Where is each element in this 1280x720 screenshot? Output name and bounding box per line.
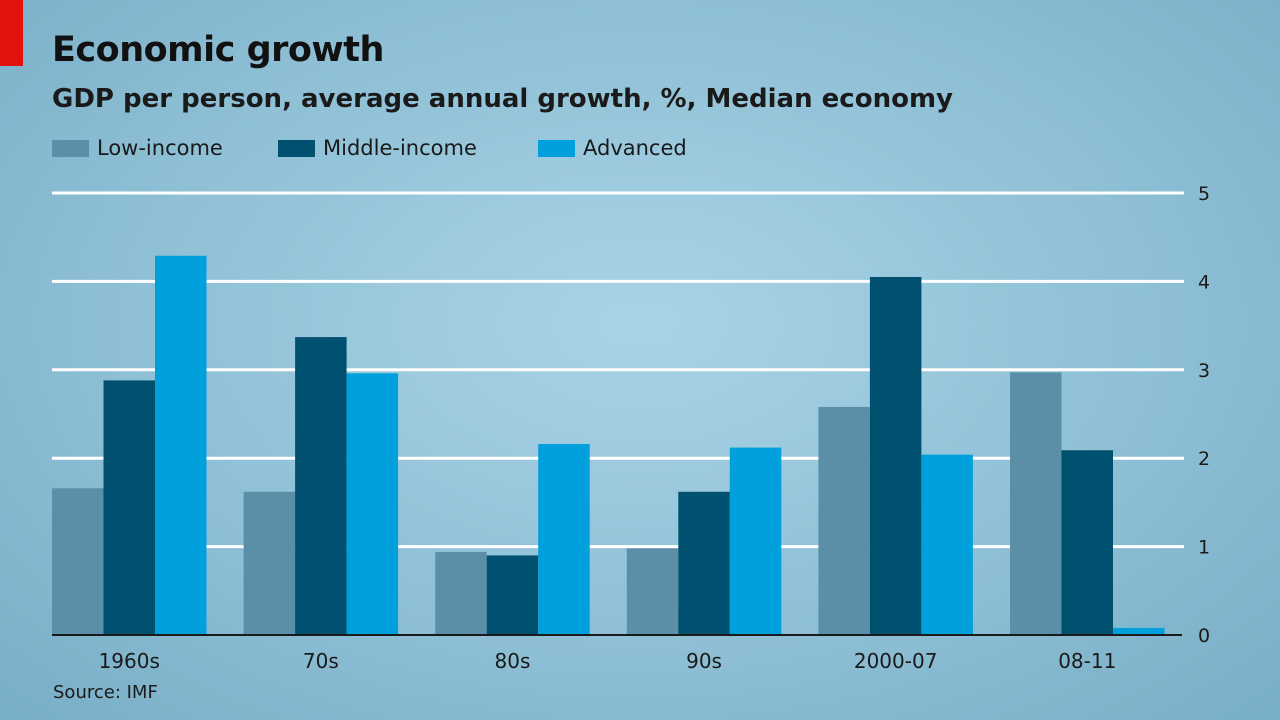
legend-label-advanced: Advanced [583, 136, 687, 160]
bar-middle-income-2 [486, 555, 539, 635]
x-tick-label-2: 80s [495, 649, 531, 673]
legend-label-low-income: Low-income [97, 136, 223, 160]
y-tick-label-1: 1 [1198, 537, 1210, 559]
y-tick-label-5: 5 [1198, 183, 1210, 205]
x-tick-label-0: 1960s [99, 649, 160, 673]
bar-middle-income-5 [1061, 450, 1113, 635]
y-tick-label-0: 0 [1198, 625, 1210, 647]
bar-middle-income-3 [678, 491, 730, 635]
x-tick-label-1: 70s [303, 649, 339, 673]
chart-subtitle: GDP per person, average annual growth, %… [52, 84, 953, 114]
legend-item-low-income: Low-income [52, 134, 223, 162]
legend-item-advanced: Advanced [538, 134, 687, 162]
bar-middle-income-1 [295, 337, 347, 635]
bar-middle-income-0 [103, 380, 155, 635]
y-tick-label-3: 3 [1198, 360, 1210, 382]
bar-low-income-4 [818, 406, 870, 635]
x-tick-label-3: 90s [686, 649, 722, 673]
bar-low-income-0 [52, 488, 104, 635]
bar-low-income-2 [435, 551, 487, 635]
legend-item-middle-income: Middle-income [278, 134, 477, 162]
bar-advanced-2 [538, 444, 590, 635]
legend-label-middle-income: Middle-income [323, 136, 477, 160]
legend-swatch-middle-income [278, 139, 315, 157]
x-tick-label-5: 08-11 [1058, 649, 1116, 673]
legend: Low-income Middle-income Advanced [52, 134, 852, 162]
bar-advanced-0 [155, 255, 207, 635]
bar-advanced-1 [346, 373, 399, 635]
bar-advanced-3 [729, 447, 782, 635]
chart-title: Economic growth [52, 30, 384, 70]
legend-swatch-low-income [52, 139, 89, 157]
bar-low-income-1 [243, 491, 296, 635]
bar-low-income-5 [1010, 372, 1062, 635]
bar-advanced-4 [921, 454, 973, 635]
y-tick-label-4: 4 [1198, 271, 1210, 293]
bar-middle-income-4 [869, 276, 922, 635]
legend-swatch-advanced [538, 139, 575, 157]
brand-tab [0, 0, 23, 66]
source-note: Source: IMF [53, 682, 158, 703]
y-tick-label-2: 2 [1198, 448, 1210, 470]
bar-low-income-3 [626, 548, 679, 635]
x-tick-label-4: 2000-07 [854, 649, 938, 673]
bar-advanced-5 [1113, 627, 1165, 635]
